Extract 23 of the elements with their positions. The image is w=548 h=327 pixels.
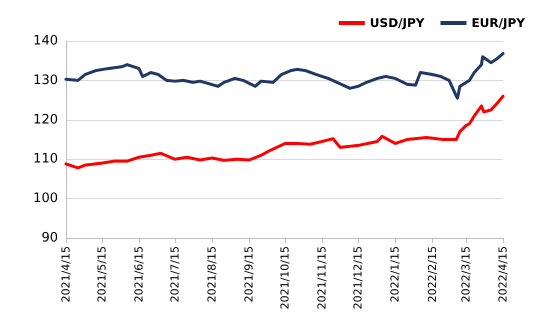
x-tick-label: 2021/7/15 xyxy=(168,246,182,302)
x-tick-label: 2021/11/15 xyxy=(316,246,329,310)
y-tick-label: 120 xyxy=(33,112,58,128)
y-tick-label: 100 xyxy=(33,191,58,206)
x-tick-label: 2021/8/15 xyxy=(206,246,219,302)
legend-label: EUR/JPY xyxy=(471,16,526,30)
x-tick-label: 2022/2/15 xyxy=(426,246,439,302)
x-tick-label: 2022/1/15 xyxy=(388,246,402,302)
y-tick-label: 110 xyxy=(33,152,58,167)
x-tick-label: 2021/6/15 xyxy=(132,246,146,302)
y-tick-label: 90 xyxy=(41,230,58,246)
x-tick-label: 2021/5/15 xyxy=(95,246,108,302)
x-tick-label: 2021/4/15 xyxy=(60,246,72,302)
y-tick-label: 130 xyxy=(33,72,58,88)
y-tick-label: 140 xyxy=(33,34,58,48)
x-tick-label: 2021/10/15 xyxy=(278,246,292,310)
line-series xyxy=(64,94,504,170)
line-series xyxy=(64,52,504,100)
x-tick-label: 2021/9/15 xyxy=(242,246,256,302)
x-tick-label: 2021/12/15 xyxy=(352,246,365,310)
x-tick-label: 2022/4/15 xyxy=(496,246,510,302)
legend-label: USD/JPY xyxy=(370,16,425,30)
x-tick-label: 2022/3/15 xyxy=(459,246,472,302)
